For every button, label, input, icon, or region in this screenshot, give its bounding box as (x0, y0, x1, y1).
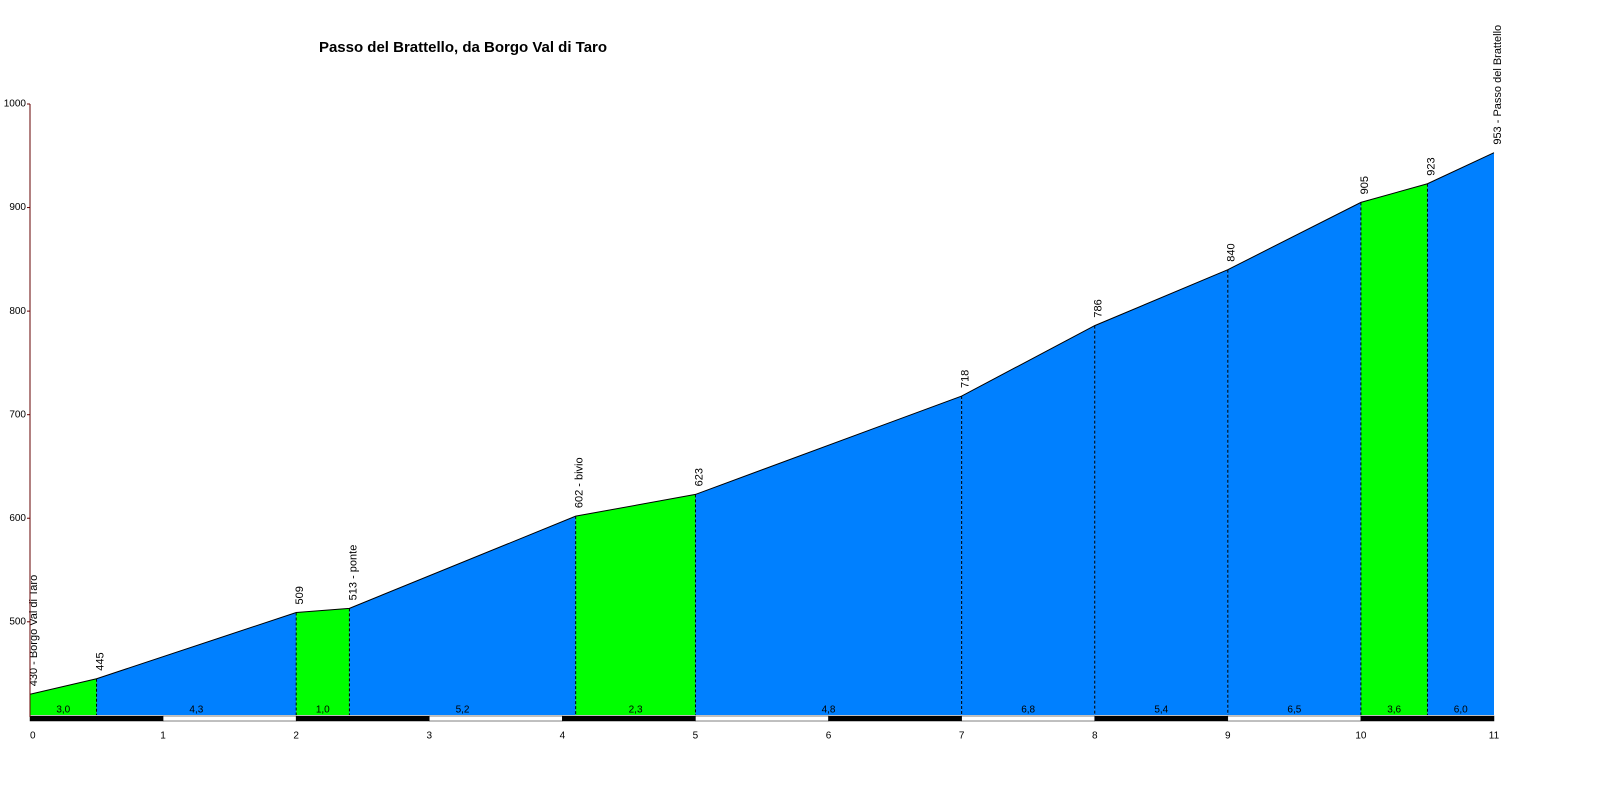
point-label: 786 (1093, 299, 1105, 317)
y-tick-label: 700 (9, 409, 26, 420)
x-tick-label: 4 (560, 731, 566, 742)
x-tick-label: 7 (959, 731, 965, 742)
gradient-segment (1427, 152, 1494, 716)
point-label: 840 (1226, 243, 1238, 261)
y-tick-label: 500 (9, 616, 26, 627)
y-tick-label: 1000 (4, 99, 27, 110)
x-tick-label: 5 (693, 731, 699, 742)
point-label: 445 (94, 652, 106, 670)
gradient-segment (1360, 183, 1428, 716)
point-label: 953 - Passo del Brattello (1492, 25, 1504, 145)
km-strip (562, 715, 696, 722)
km-strip (295, 715, 430, 722)
gradient-segment (96, 612, 297, 715)
profile-line (29, 152, 1495, 695)
gradient-segment (30, 678, 97, 715)
gradient-segment (1227, 202, 1361, 716)
km-strip (29, 715, 164, 722)
point-label: 509 (294, 586, 306, 604)
gradient-label: 3,6 (1387, 705, 1401, 716)
gradient-label: 6,0 (1454, 705, 1468, 716)
gradient-segment (575, 494, 696, 715)
chart-title: Passo del Brattello, da Borgo Val di Tar… (319, 39, 607, 56)
x-tick-label: 1 (160, 731, 166, 742)
gradient-label: 6,8 (1021, 705, 1035, 716)
point-label: 602 - bivio (574, 457, 586, 508)
gradient-segment (695, 396, 962, 715)
gradient-segment (961, 325, 1095, 715)
gradient-label: 4,8 (822, 705, 836, 716)
x-tick-label: 8 (1092, 731, 1098, 742)
km-strip (1094, 715, 1229, 722)
km-strip (1360, 715, 1495, 722)
y-tick-label: 600 (9, 513, 26, 524)
km-strip (961, 715, 1095, 722)
gradient-label: 6,5 (1287, 705, 1301, 716)
point-label: 718 (960, 370, 972, 388)
point-label: 905 (1359, 176, 1371, 194)
gradient-label: 2,3 (629, 705, 643, 716)
point-label: 623 (693, 468, 705, 486)
km-strip (695, 715, 829, 722)
x-tick-label: 2 (293, 731, 299, 742)
x-tick-label: 6 (826, 731, 832, 742)
gradient-segment (349, 516, 576, 715)
gradient-label: 5,4 (1154, 705, 1168, 716)
gradient-label: 5,2 (456, 705, 470, 716)
point-label: 923 (1425, 157, 1437, 175)
x-tick-label: 9 (1225, 731, 1231, 742)
gradient-segment (296, 608, 350, 715)
x-tick-label: 3 (426, 731, 432, 742)
y-tick-label: 900 (9, 202, 26, 213)
km-strip (828, 715, 962, 722)
km-strip (429, 715, 563, 722)
point-label: 513 - ponte (347, 545, 359, 601)
x-tick-label: 10 (1355, 731, 1367, 742)
km-strip (1227, 715, 1362, 722)
km-strip (162, 715, 297, 722)
point-label: 430 - Borgo Val di Taro (28, 575, 40, 687)
gradient-label: 1,0 (316, 705, 330, 716)
x-tick-label: 11 (1489, 731, 1500, 742)
gradient-segment (1094, 269, 1228, 715)
gradient-label: 4,3 (189, 705, 203, 716)
x-tick-label: 0 (30, 731, 36, 742)
gradient-label: 3,0 (56, 705, 70, 716)
y-tick-label: 800 (9, 306, 26, 317)
